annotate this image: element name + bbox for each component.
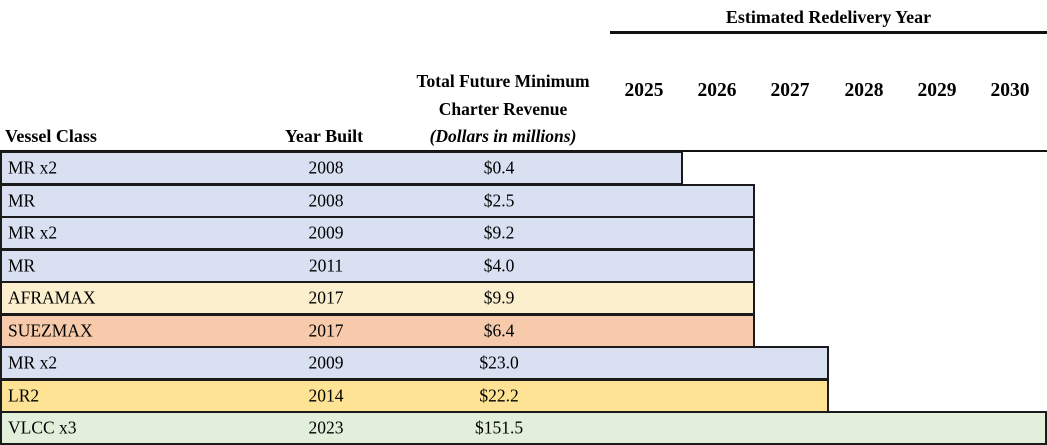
- vessel-row-3: MR x2 2009 $9.2: [0, 216, 755, 250]
- year-column-2025: 2025: [624, 80, 664, 101]
- vessel-row-7: MR x2 2009 $23.0: [0, 346, 829, 380]
- vessel-class-cell: MR: [8, 190, 36, 210]
- year-built-cell: 2008: [308, 157, 344, 178]
- revenue-header-line2: Charter Revenue: [438, 98, 568, 119]
- year-built-cell: 2014: [308, 385, 344, 405]
- year-built-cell: 2009: [308, 222, 344, 243]
- vessel-class-cell: MR x2: [8, 222, 58, 243]
- revenue-cell: $0.4: [483, 157, 515, 178]
- revenue-header-line1: Total Future Minimum: [416, 71, 590, 91]
- year-column-2028: 2028: [844, 80, 884, 101]
- vessel-row-2: MR 2008 $2.5: [0, 183, 755, 218]
- vessel-class-cell: MR x2: [8, 157, 58, 178]
- revenue-header-line3: (Dollars in millions): [429, 126, 577, 146]
- vessel-class-cell: AFRAMAX: [8, 287, 96, 308]
- vessel-class-header: Vessel Class: [5, 126, 97, 146]
- vessel-row-8: LR2 2014 $22.2: [0, 378, 829, 413]
- vessel-class-cell: MR x2: [8, 352, 58, 373]
- vessel-row-1: MR x2 2008 $0.4: [0, 151, 683, 185]
- year-built-cell: 2017: [308, 320, 344, 340]
- year-built-header: Year Built: [284, 126, 364, 146]
- vessel-class-cell: MR: [8, 255, 36, 275]
- year-built-cell: 2009: [308, 352, 344, 373]
- vessel-row-6: SUEZMAX 2017 $6.4: [0, 313, 755, 348]
- year-built-cell: 2023: [308, 417, 344, 438]
- revenue-cell: $4.0: [483, 255, 515, 275]
- header-divider-rule: [0, 149, 1047, 152]
- year-column-2029: 2029: [917, 80, 957, 101]
- vessel-row-9: VLCC x3 2023 $151.5: [0, 411, 1047, 445]
- vessel-row-4: MR 2011 $4.0: [0, 248, 755, 283]
- vessel-row-5: AFRAMAX 2017 $9.9: [0, 281, 755, 315]
- revenue-cell: $22.2: [479, 385, 519, 405]
- year-built-cell: 2008: [308, 190, 344, 210]
- revenue-cell: $6.4: [483, 320, 515, 340]
- year-column-2027: 2027: [770, 80, 810, 101]
- revenue-cell: $2.5: [483, 190, 515, 210]
- vessel-class-cell: VLCC x3: [8, 417, 77, 438]
- year-built-cell: 2017: [308, 287, 344, 308]
- revenue-header: Total Future Minimum Charter Revenue (Do…: [391, 68, 615, 151]
- revenue-cell: $9.2: [483, 222, 515, 243]
- revenue-cell: $9.9: [483, 287, 515, 308]
- title-underline: [610, 31, 1047, 34]
- estimated-redelivery-year-title: Estimated Redelivery Year: [725, 7, 932, 27]
- year-built-cell: 2011: [308, 255, 344, 275]
- revenue-cell: $151.5: [474, 417, 524, 438]
- vessel-class-cell: SUEZMAX: [8, 320, 93, 340]
- vessel-class-cell: LR2: [8, 385, 40, 405]
- year-column-2026: 2026: [697, 80, 737, 101]
- year-column-2030: 2030: [990, 80, 1030, 101]
- revenue-cell: $23.0: [479, 352, 519, 373]
